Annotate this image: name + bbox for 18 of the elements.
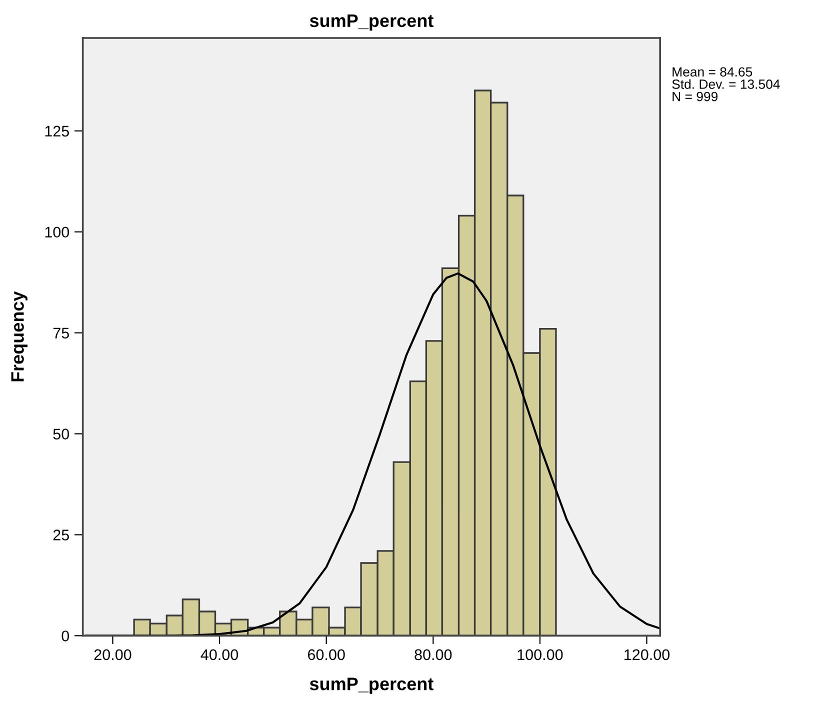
y-tick-label: 100: [45, 226, 70, 238]
y-tick-label: 0: [62, 630, 70, 642]
y-axis-title: Frequency: [11, 291, 28, 382]
x-tick-label: 20.00: [94, 649, 132, 660]
chart-title: sumP_percent: [310, 14, 434, 31]
text: Mean = 84.65: [672, 67, 752, 77]
y-tick-label: 50: [53, 428, 70, 440]
y-tick-label: 25: [53, 530, 69, 540]
y-tick-label: 125: [45, 126, 69, 137]
y-tick-label: 75: [53, 328, 69, 339]
x-tick-label: 60.00: [308, 649, 345, 660]
x-axis-title: sumP_percent: [310, 678, 434, 694]
x-tick-label: 120.00: [624, 649, 670, 660]
x-tick-label: 80.00: [414, 649, 452, 660]
x-tick-label: 100.00: [518, 649, 563, 660]
x-tick-label: 40.00: [200, 649, 238, 660]
text: N = 999: [672, 92, 718, 102]
text: Std. Dev. = 13.504: [672, 79, 780, 89]
